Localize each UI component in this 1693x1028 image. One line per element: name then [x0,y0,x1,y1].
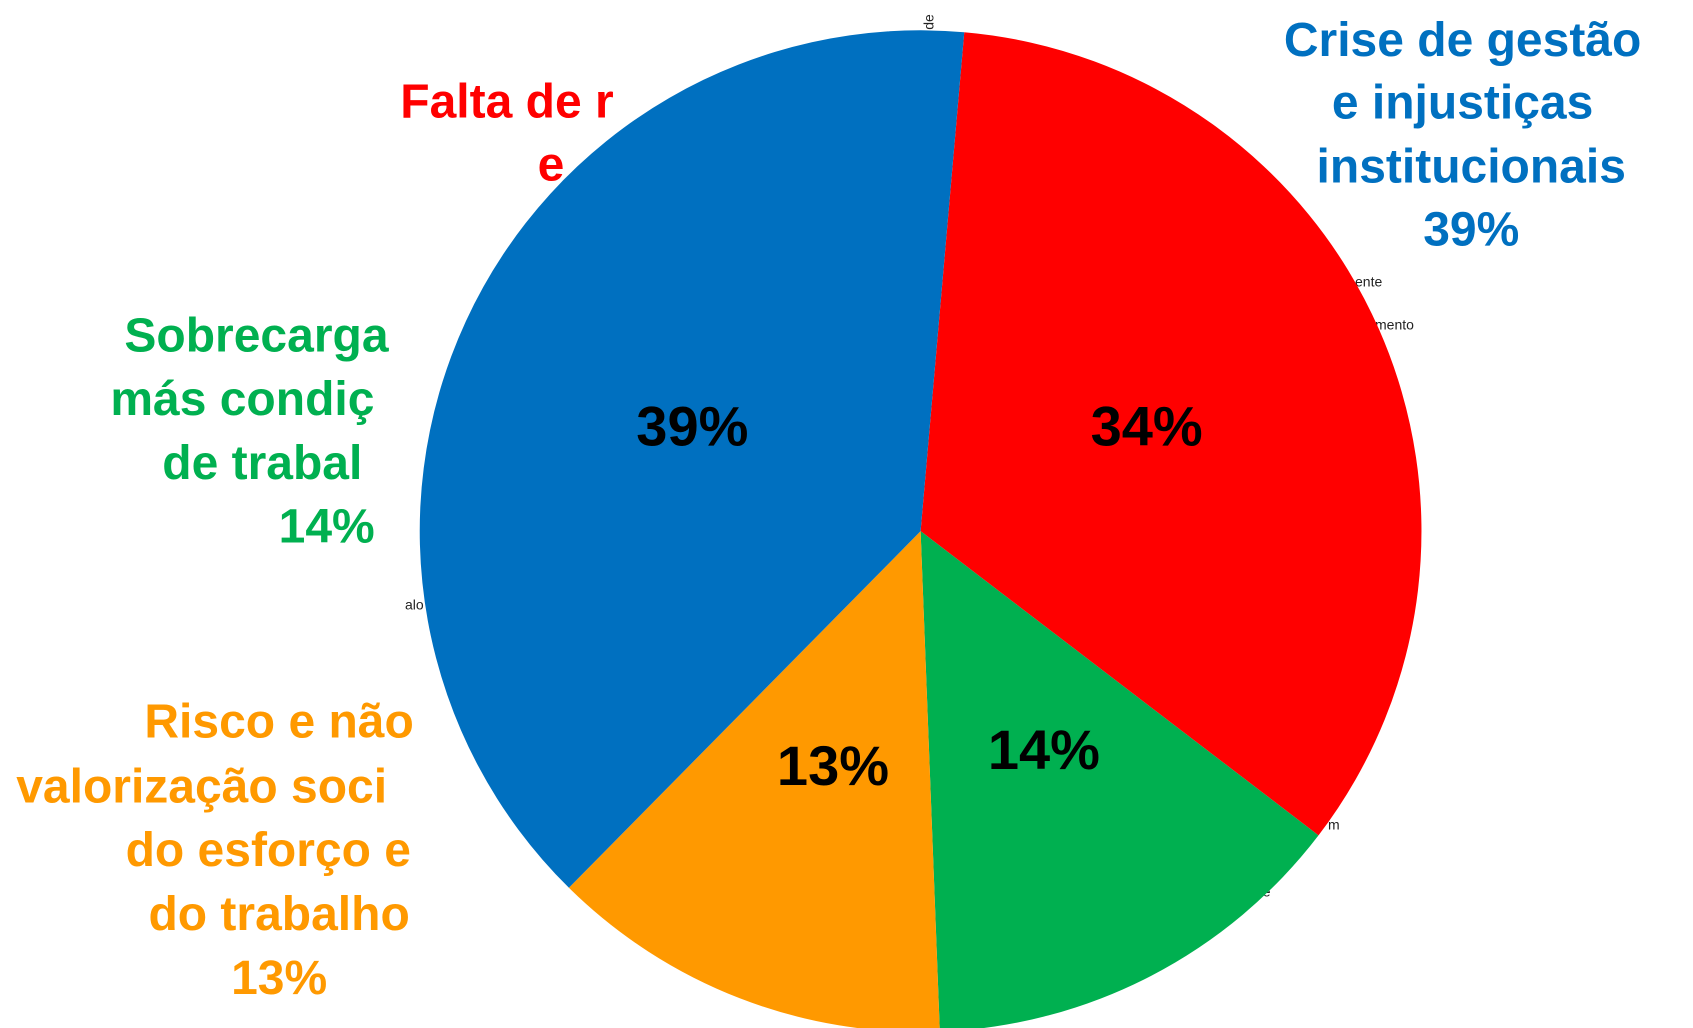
category-label: Falta de r [400,76,613,129]
fragment: alo [405,597,424,613]
category-label: do trabalho [148,888,409,941]
category-label: do esforço e [126,824,411,877]
value-label: 34% [1091,394,1203,457]
outer-value-label: 14% [279,501,375,554]
inner-labels: 34% 14% 13% 39% [636,394,1202,797]
category-label: valorização soci [16,760,387,813]
category-label: de trabal [162,437,362,490]
fragment: m [1328,817,1340,833]
outer-value-label: 39% [1423,203,1519,256]
pie [419,30,1422,1028]
fragment: de [921,14,937,30]
category-label: e [538,138,565,191]
category-label: e injustiças [1332,77,1593,130]
pie-slice [920,32,1422,836]
outer-labels: Falta de r e Sobrecarga más condiç de trabal… [16,14,1641,1005]
background-fragments: de ente mento alo m de [405,14,1414,900]
pie-slice [920,531,1319,1028]
value-label: 39% [636,394,748,457]
pie-slice [568,531,940,1028]
fragment: ente [1355,274,1382,290]
category-label: Crise de gestão [1284,14,1641,67]
outer-value-label: 13% [231,952,327,1005]
category-label: institucionais [1317,141,1626,194]
category-label: más condiç [110,373,374,426]
category-label: Sobrecarga [124,309,388,362]
fragment: mento [1375,317,1414,333]
pie-slice [419,30,965,888]
value-label: 13% [777,734,889,797]
category-label: Risco e não [144,695,413,748]
value-label: 14% [988,718,1100,781]
